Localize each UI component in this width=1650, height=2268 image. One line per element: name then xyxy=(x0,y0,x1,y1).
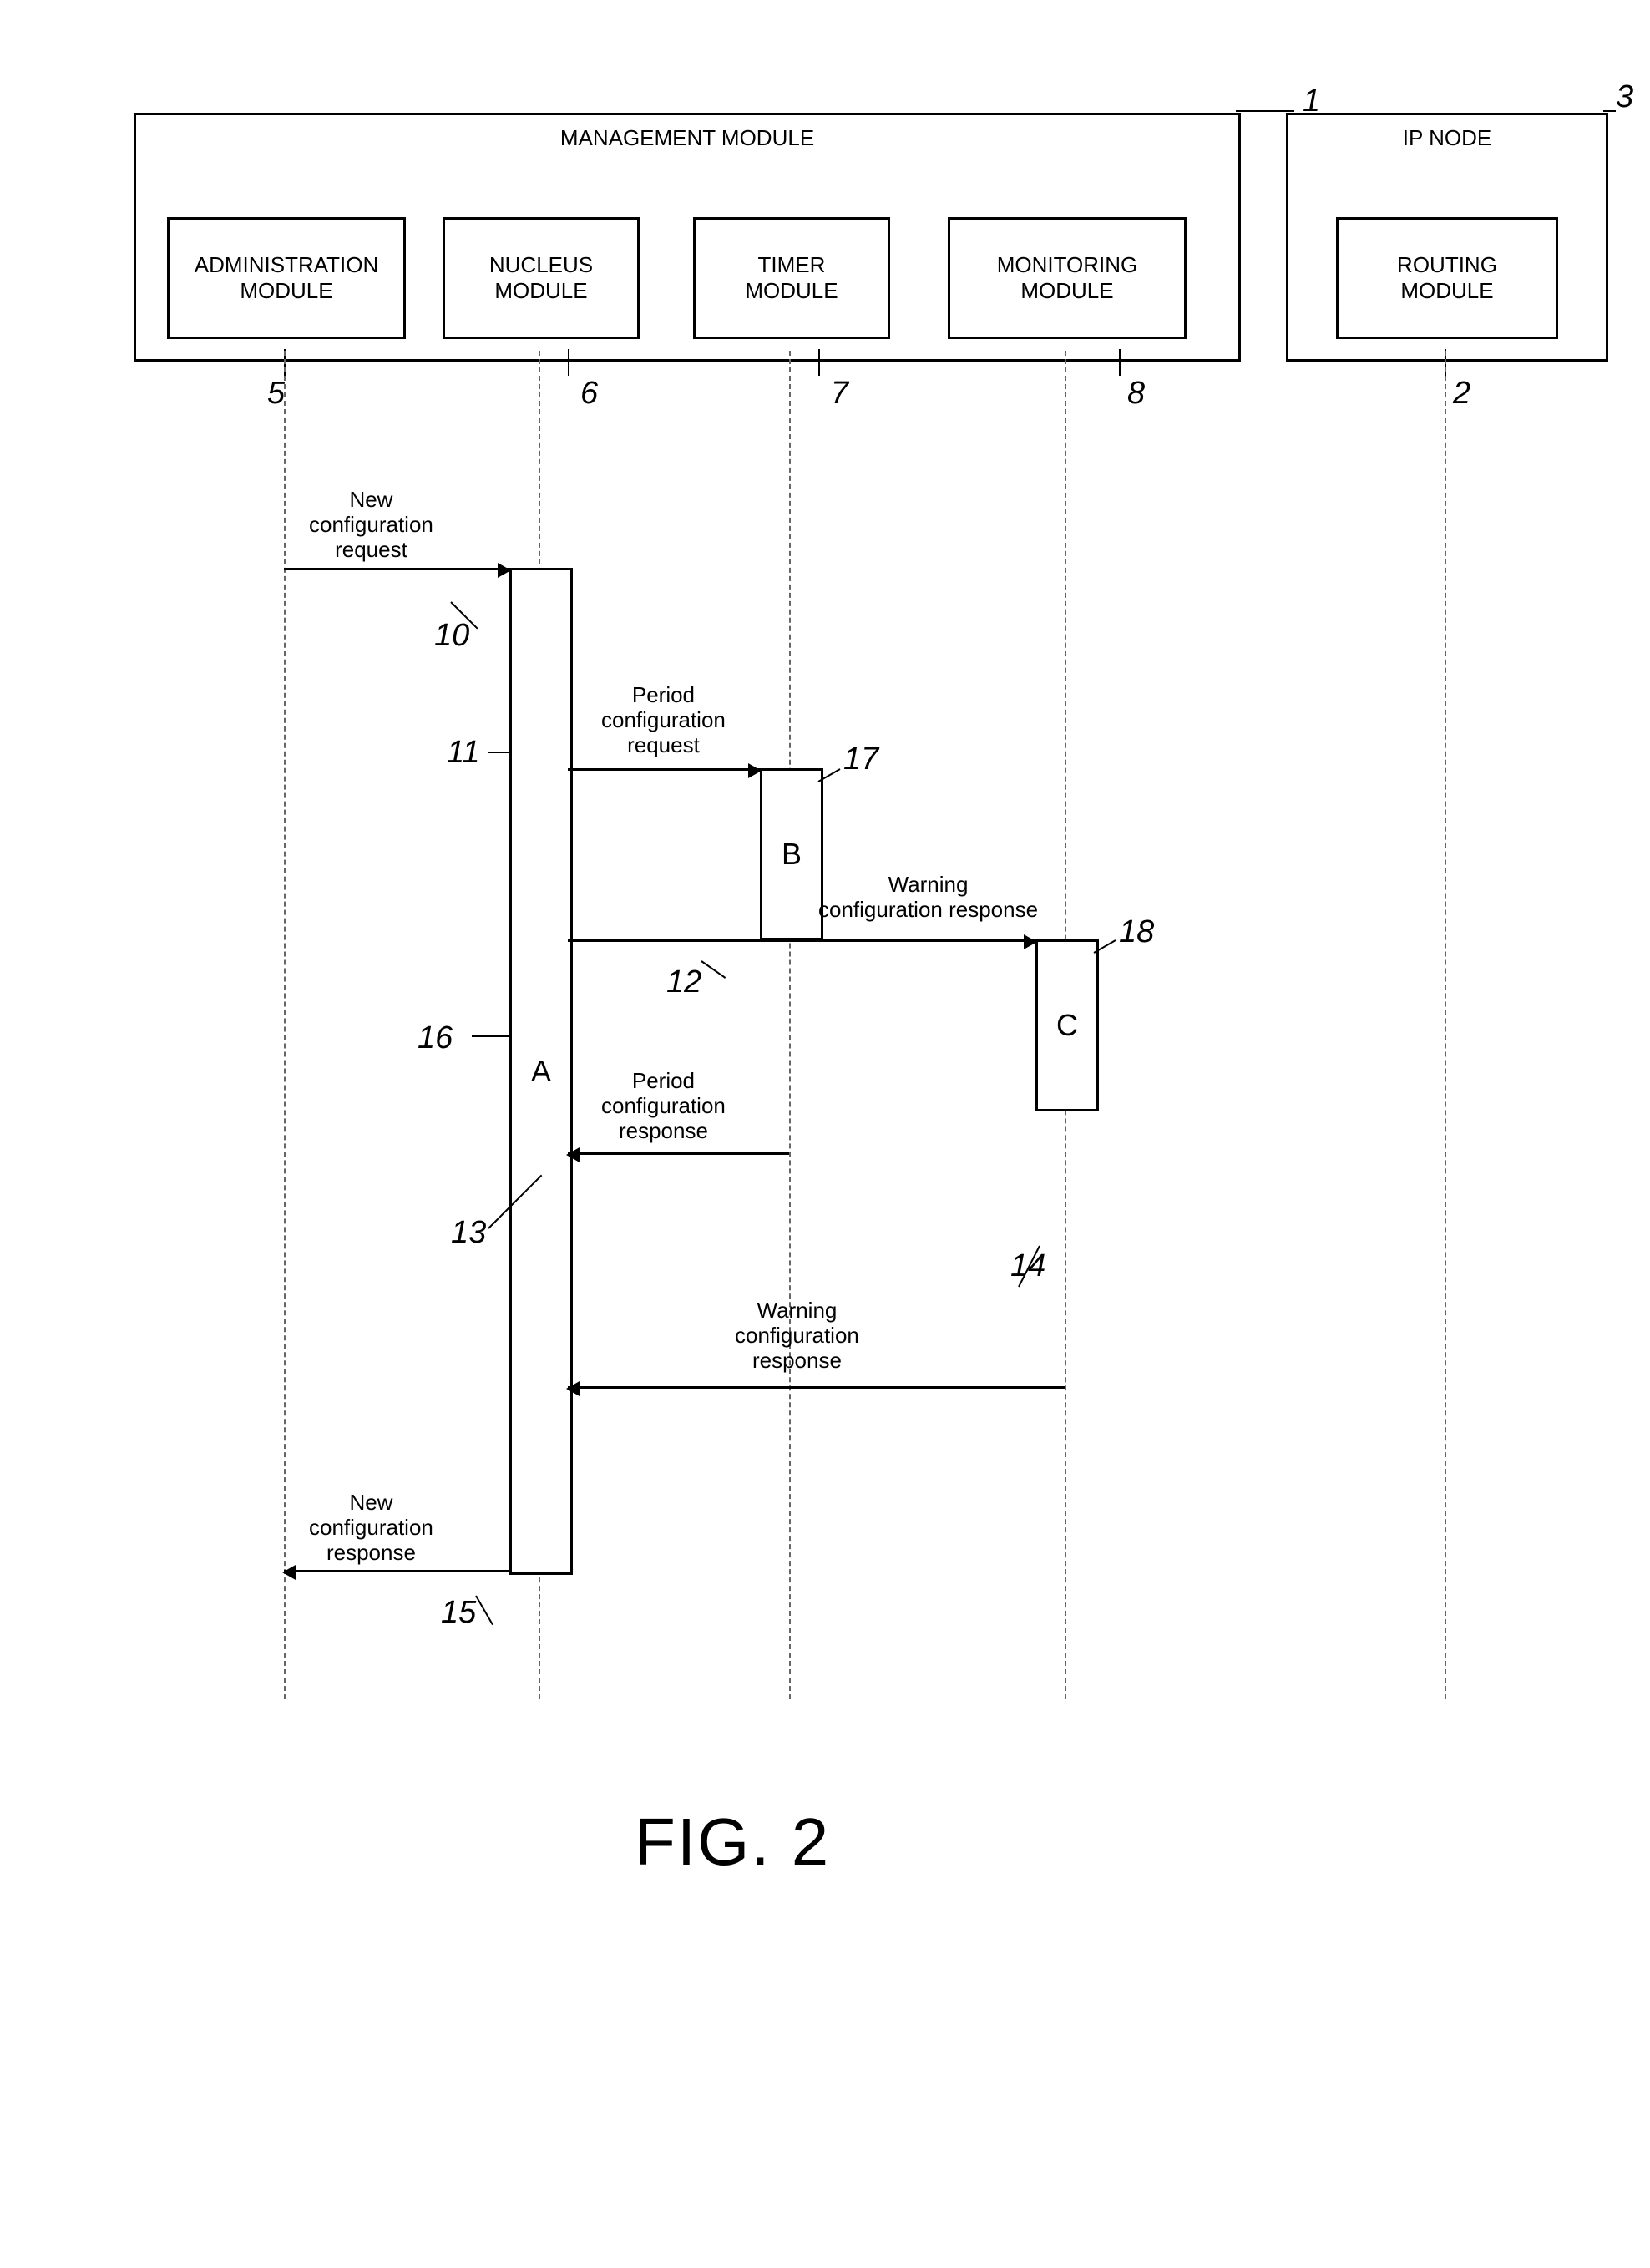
msg-period-config-request xyxy=(568,768,760,771)
msg-warning-config-request xyxy=(568,939,1035,942)
routing-module-label: ROUTING MODULE xyxy=(1397,252,1497,304)
activation-c-label: C xyxy=(1056,1008,1078,1043)
msg-new-config-request xyxy=(284,568,509,570)
lifeline-routing xyxy=(1445,351,1446,1699)
callout-7: 7 xyxy=(831,376,848,412)
callout-17: 17 xyxy=(843,742,878,777)
nucleus-module-box: NUCLEUS MODULE xyxy=(443,217,640,339)
callout-16: 16 xyxy=(418,1020,453,1056)
activation-b-label: B xyxy=(782,837,802,872)
msg-new-config-response-label: New configuration response xyxy=(309,1491,433,1566)
callout-10: 10 xyxy=(434,618,469,654)
activation-a-label: A xyxy=(531,1054,551,1089)
nucleus-module-label: NUCLEUS MODULE xyxy=(489,252,593,304)
lifeline-admin xyxy=(284,351,286,1699)
management-module-label: MANAGEMENT MODULE xyxy=(560,125,814,151)
activation-c: C xyxy=(1035,939,1099,1111)
callout-2: 2 xyxy=(1453,376,1470,412)
admin-module-label: ADMINISTRATION MODULE xyxy=(195,252,379,304)
msg-period-config-response-label: Period configuration response xyxy=(601,1069,726,1144)
lifeline-timer xyxy=(789,351,791,1699)
msg-new-config-request-label: New configuration request xyxy=(309,488,433,563)
msg-period-config-response xyxy=(568,1152,789,1155)
monitor-module-box: MONITORING MODULE xyxy=(948,217,1187,339)
ip-node-label: IP NODE xyxy=(1403,125,1491,151)
timer-module-box: TIMER MODULE xyxy=(693,217,890,339)
admin-module-box: ADMINISTRATION MODULE xyxy=(167,217,406,339)
callout-3: 3 xyxy=(1616,79,1633,115)
callout-18: 18 xyxy=(1119,914,1154,950)
timer-module-label: TIMER MODULE xyxy=(745,252,838,304)
activation-a: A xyxy=(509,568,573,1575)
msg-warning-config-response xyxy=(568,1386,1065,1389)
activation-b: B xyxy=(760,768,823,940)
callout-5: 5 xyxy=(267,376,285,412)
callout-6: 6 xyxy=(580,376,598,412)
callout-15: 15 xyxy=(441,1595,476,1631)
callout-11: 11 xyxy=(447,735,479,771)
callout-14: 14 xyxy=(1010,1248,1045,1284)
msg-warning-config-request-label: Warning configuration response xyxy=(818,873,1038,923)
callout-13: 13 xyxy=(451,1215,486,1251)
sequence-diagram: MANAGEMENT MODULE 1 IP NODE 3 ADMINISTRA… xyxy=(33,33,1617,2235)
callout-8: 8 xyxy=(1127,376,1145,412)
routing-module-box: ROUTING MODULE xyxy=(1336,217,1558,339)
msg-period-config-request-label: Period configuration request xyxy=(601,683,726,758)
monitor-module-label: MONITORING MODULE xyxy=(997,252,1138,304)
msg-warning-config-response-label: Warning configuration response xyxy=(735,1299,859,1374)
msg-new-config-response xyxy=(284,1570,509,1572)
figure-label: FIG. 2 xyxy=(635,1804,830,1881)
callout-12: 12 xyxy=(666,964,701,1000)
